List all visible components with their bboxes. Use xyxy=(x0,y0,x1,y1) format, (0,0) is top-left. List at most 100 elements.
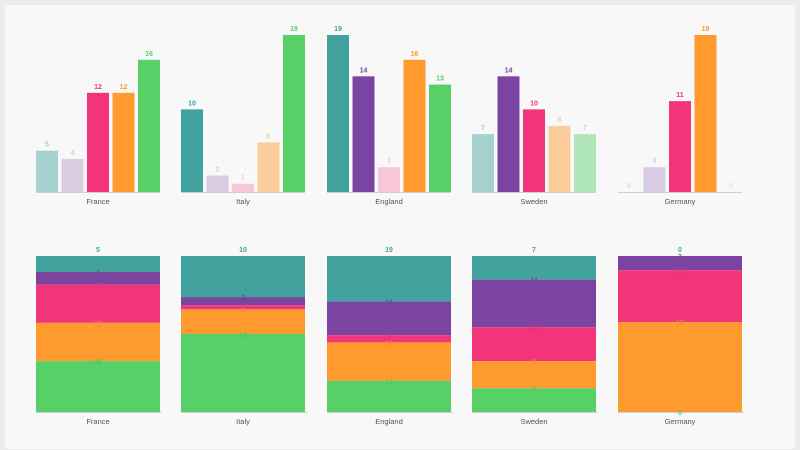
stacked-segment[interactable] xyxy=(472,279,596,328)
bar-value-label: 13 xyxy=(436,76,444,83)
bar[interactable] xyxy=(378,167,400,192)
segment-value-label: 19 xyxy=(385,247,393,254)
stacked-segment[interactable] xyxy=(181,256,305,298)
stacked-segment[interactable] xyxy=(327,301,451,336)
bar[interactable] xyxy=(643,167,666,192)
bar-value-label: 7 xyxy=(583,125,587,132)
stacked-segment[interactable] xyxy=(327,380,451,412)
bar-value-label: 7 xyxy=(481,125,485,132)
bar[interactable] xyxy=(548,125,571,192)
segment-value-label: 2 xyxy=(241,295,245,302)
stacked-segment[interactable] xyxy=(327,335,451,343)
bar[interactable] xyxy=(181,109,203,192)
category-label: Sweden xyxy=(520,417,547,426)
segment-value-label: 0 xyxy=(678,410,682,417)
category-label: England xyxy=(375,417,403,426)
segment-value-label: 7 xyxy=(532,247,536,254)
stacked-segment[interactable] xyxy=(618,322,742,412)
stacked-segment[interactable] xyxy=(327,342,451,381)
segment-value-label: 16 xyxy=(385,340,393,347)
stacked-chart-england: 19 14 316 13 England xyxy=(327,247,453,426)
bar-value-label: 14 xyxy=(360,67,368,74)
bar[interactable] xyxy=(112,92,135,192)
bar[interactable] xyxy=(669,101,691,192)
segment-value-label: 14 xyxy=(530,278,538,285)
bar[interactable] xyxy=(694,35,717,192)
bar[interactable] xyxy=(283,35,305,192)
bar[interactable] xyxy=(87,92,109,192)
segment-value-label: 12 xyxy=(94,283,102,290)
bar[interactable] xyxy=(472,134,494,192)
segment-value-label: 14 xyxy=(385,300,393,307)
bar[interactable] xyxy=(138,59,160,192)
grouped-chart-italy: 10 2 1 6 19 Italy xyxy=(181,26,305,206)
bar-value-label: 14 xyxy=(505,67,513,74)
bar[interactable] xyxy=(232,183,254,192)
bar[interactable] xyxy=(327,35,349,192)
stacked-segment[interactable] xyxy=(181,334,305,412)
bar-value-label: 16 xyxy=(411,51,419,58)
bar[interactable] xyxy=(523,109,545,192)
segment-value-label: 16 xyxy=(94,359,102,366)
segment-value-label: 19 xyxy=(676,320,684,327)
category-label: Germany xyxy=(665,197,696,206)
segment-value-label: 1 xyxy=(241,303,245,310)
bar-value-label: 2 xyxy=(216,166,220,173)
stacked-segment[interactable] xyxy=(472,256,596,280)
stacked-segment[interactable] xyxy=(472,361,596,389)
bar[interactable] xyxy=(497,76,520,192)
bar-value-label: 11 xyxy=(676,92,684,99)
bar-value-label: 12 xyxy=(94,84,102,91)
segment-value-label: 11 xyxy=(676,268,684,275)
bar-value-label: 19 xyxy=(334,26,342,33)
segment-value-label: 10 xyxy=(239,247,247,254)
chart-panel: 5 4 12 12 16 France 10 2 1 6 19 Italy 19 14 3 16 13 Engla… xyxy=(5,5,795,449)
bar-value-label: 4 xyxy=(71,150,75,157)
stacked-segment[interactable] xyxy=(181,297,305,306)
bar-value-label: 0 xyxy=(627,183,631,190)
segment-value-label: 3 xyxy=(678,254,682,261)
bar[interactable] xyxy=(352,76,375,192)
bar-value-label: 3 xyxy=(387,158,391,165)
segment-value-label: 7 xyxy=(532,386,536,393)
stacked-segment[interactable] xyxy=(472,327,596,362)
segment-value-label: 12 xyxy=(94,321,102,328)
stacked-segment[interactable] xyxy=(36,361,160,412)
stacked-segment[interactable] xyxy=(181,309,305,334)
segment-value-label: 13 xyxy=(385,379,393,386)
segment-value-label: 6 xyxy=(241,307,245,314)
stacked-segment[interactable] xyxy=(181,305,305,310)
stacked-segment[interactable] xyxy=(36,256,160,272)
stacked-segment[interactable] xyxy=(36,284,160,323)
bar[interactable] xyxy=(574,134,596,192)
category-label: France xyxy=(86,197,109,206)
bar[interactable] xyxy=(403,59,426,192)
segment-value-label: 3 xyxy=(387,333,391,340)
category-label: France xyxy=(86,417,109,426)
stacked-segment[interactable] xyxy=(618,270,742,323)
grouped-chart-sweden: 7 14 10 8 7 Sweden xyxy=(472,67,596,206)
stacked-segment[interactable] xyxy=(36,271,160,285)
grouped-chart-germany: 0 3 11 19 0 Germany xyxy=(618,26,742,206)
grouped-chart-england: 19 14 3 16 13 England xyxy=(327,26,451,206)
bar-value-label: 19 xyxy=(290,26,298,33)
segment-value-label: 5 xyxy=(96,247,100,254)
bar-value-label: 10 xyxy=(530,100,538,107)
bar-value-label: 19 xyxy=(702,26,710,33)
category-label: Sweden xyxy=(520,197,547,206)
category-label: Germany xyxy=(665,417,696,426)
bar[interactable] xyxy=(206,175,229,192)
category-label: Italy xyxy=(236,417,250,426)
stacked-segment[interactable] xyxy=(472,388,596,412)
segment-value-label: 8 xyxy=(532,359,536,366)
bar[interactable] xyxy=(36,150,58,192)
bar[interactable] xyxy=(61,158,84,192)
stacked-segment[interactable] xyxy=(327,256,451,302)
stacked-segment[interactable] xyxy=(36,322,160,362)
stacked-segment[interactable] xyxy=(618,256,742,271)
stacked-chart-sweden: 7 14 10 8 7 Sweden xyxy=(472,247,598,426)
bar[interactable] xyxy=(429,84,451,192)
bar[interactable] xyxy=(257,142,280,192)
